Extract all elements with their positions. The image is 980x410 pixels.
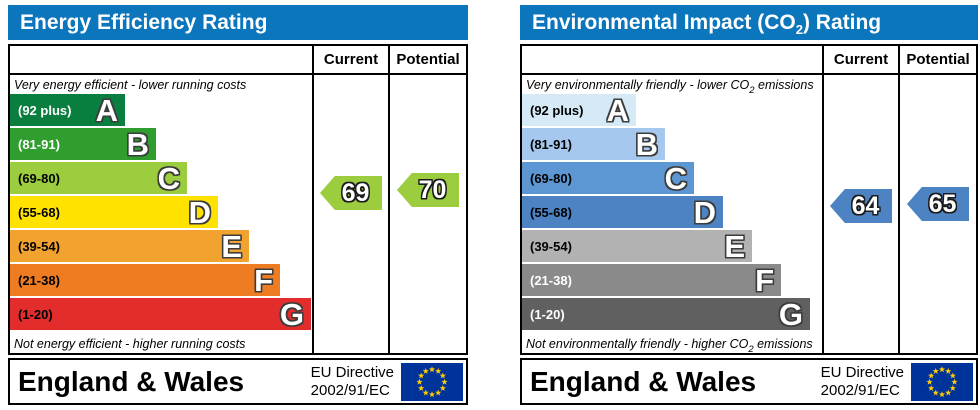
band-list: (92 plus) A (81-91) B (69-80) C (55-68) D (39-54…	[10, 94, 312, 330]
band-range-label: (1-20)	[530, 306, 565, 322]
top-note: Very energy efficient - lower running co…	[14, 78, 247, 92]
band-range-label: (81-91)	[18, 136, 60, 152]
band-range-label: (69-80)	[18, 170, 60, 186]
band-row-a: (92 plus) A	[522, 94, 636, 126]
band-letter: D	[693, 194, 716, 230]
current-rating-arrow: 64	[830, 189, 892, 223]
eu-flag-icon	[911, 362, 973, 401]
chart-title: Energy Efficiency Rating	[20, 11, 268, 34]
band-row-c: (69-80) C	[10, 162, 187, 194]
bands-area: Very environmentally friendly - lower CO…	[522, 75, 822, 353]
band-letter: E	[724, 228, 745, 264]
rating-table: Current Potential Very energy efficient …	[8, 44, 468, 355]
band-letter: C	[664, 160, 687, 196]
eu-directive-label: EU Directive 2002/91/EC	[820, 363, 904, 399]
chart-title: Environmental Impact (CO	[532, 11, 796, 34]
band-letter: G	[279, 296, 304, 332]
band-row-d: (55-68) D	[10, 196, 218, 228]
band-letter: C	[157, 160, 180, 196]
top-note: Very environmentally friendly - lower CO…	[526, 78, 814, 96]
region-label: England & Wales	[18, 365, 245, 397]
rating-body: Very energy efficient - lower running co…	[10, 75, 466, 353]
environmental-impact-chart: Environmental Impact (CO2) Rating Curren…	[520, 5, 978, 405]
column-header-row: Current Potential	[10, 46, 466, 75]
band-row-g: (1-20) G	[522, 298, 810, 330]
band-row-f: (21-38) F	[522, 264, 781, 296]
band-letter: B	[126, 126, 149, 162]
rating-body: Very environmentally friendly - lower CO…	[522, 75, 976, 353]
band-range-label: (92 plus)	[530, 102, 584, 118]
band-row-c: (69-80) C	[522, 162, 694, 194]
current-column-header: Current	[312, 46, 388, 73]
band-range-label: (69-80)	[530, 170, 572, 186]
bottom-note: Not environmentally friendly - higher CO…	[526, 337, 813, 353]
band-row-d: (55-68) D	[522, 196, 723, 228]
band-range-label: (55-68)	[18, 204, 60, 220]
band-range-label: (81-91)	[530, 136, 572, 152]
band-letter: D	[188, 194, 211, 230]
column-header-row: Current Potential	[522, 46, 976, 75]
energy-efficiency-chart: Energy Efficiency Rating Current Potenti…	[8, 5, 468, 405]
potential-rating-arrow: 65	[907, 187, 969, 221]
bottom-note: Not energy efficient - higher running co…	[14, 337, 246, 351]
band-row-b: (81-91) B	[522, 128, 665, 160]
band-range-label: (92 plus)	[18, 102, 72, 118]
current-rating-arrow: 69	[320, 176, 382, 210]
band-letter: B	[635, 126, 658, 162]
band-row-b: (81-91) B	[10, 128, 156, 160]
eu-flag-icon	[401, 362, 463, 401]
chart-footer: England & Wales EU Directive 2002/91/EC	[8, 358, 468, 405]
rating-table: Current Potential Very environmentally f…	[520, 44, 978, 355]
region-label: England & Wales	[530, 365, 757, 397]
bands-area: Very energy efficient - lower running co…	[10, 75, 312, 353]
band-row-g: (1-20) G	[10, 298, 311, 330]
chart-title-bar: Environmental Impact (CO2) Rating	[520, 5, 978, 40]
chart-title-subscript: 2	[795, 22, 803, 38]
band-range-label: (21-38)	[18, 272, 60, 288]
band-range-label: (21-38)	[530, 272, 572, 288]
band-row-a: (92 plus) A	[10, 94, 125, 126]
band-range-label: (1-20)	[18, 306, 53, 322]
band-row-e: (39-54) E	[10, 230, 249, 262]
band-list: (92 plus) A (81-91) B (69-80) C (55-68) D (39-54…	[522, 94, 822, 330]
potential-rating-arrow: 70	[397, 173, 459, 207]
chart-footer: England & Wales EU Directive 2002/91/EC	[520, 358, 978, 405]
band-range-label: (39-54)	[530, 238, 572, 254]
potential-value-cell: 70	[388, 75, 466, 353]
header-spacer	[10, 46, 312, 73]
current-value-cell: 69	[312, 75, 388, 353]
band-letter: F	[254, 262, 273, 298]
band-range-label: (39-54)	[18, 238, 60, 254]
potential-value-cell: 65	[898, 75, 976, 353]
band-range-label: (55-68)	[530, 204, 572, 220]
band-letter: F	[755, 262, 774, 298]
chart-title-bar: Energy Efficiency Rating	[8, 5, 468, 40]
current-value-cell: 64	[822, 75, 898, 353]
band-letter: G	[778, 296, 803, 332]
chart-title-suffix: ) Rating	[802, 11, 882, 34]
current-column-header: Current	[822, 46, 898, 73]
band-row-f: (21-38) F	[10, 264, 280, 296]
header-spacer	[522, 46, 822, 73]
band-letter: A	[95, 92, 118, 128]
band-row-e: (39-54) E	[522, 230, 752, 262]
potential-column-header: Potential	[898, 46, 976, 73]
eu-directive-label: EU Directive 2002/91/EC	[310, 363, 394, 399]
band-letter: E	[221, 228, 242, 264]
potential-column-header: Potential	[388, 46, 466, 73]
band-letter: A	[606, 92, 629, 128]
